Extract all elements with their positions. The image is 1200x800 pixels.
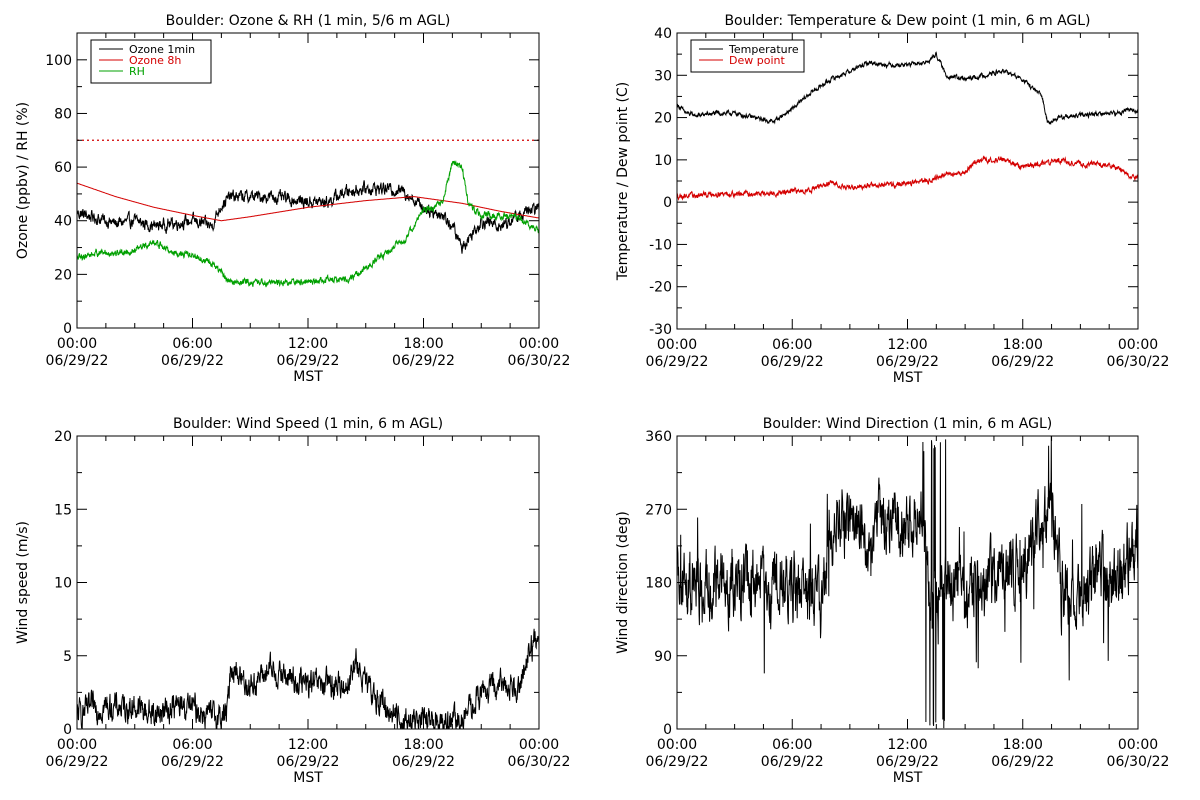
chart-windspeed: Boulder: Wind Speed (1 min, 6 m AGL) 0 5 10… <box>15 416 570 786</box>
x-tick-label-date: 06/29/22 <box>277 754 340 770</box>
series-line-dew-point <box>677 155 1138 202</box>
y-tick-label: 0 <box>63 321 72 337</box>
y-tick-label: 90 <box>654 649 672 665</box>
series-line-data <box>677 436 1138 729</box>
x-axis-label: MST <box>893 770 923 786</box>
x-tick-label-time: 18:00 <box>403 737 443 753</box>
x-tick-label-time: 00:00 <box>1118 337 1158 353</box>
y-tick-label: 0 <box>663 722 672 738</box>
legend-label: Ozone 8h <box>129 54 181 67</box>
chart-title: Boulder: Ozone & RH (1 min, 5/6 m AGL) <box>166 13 451 29</box>
y-tick-label: 30 <box>654 68 672 84</box>
y-tick-label: 40 <box>654 26 672 42</box>
x-tick-label-date: 06/29/22 <box>646 354 709 370</box>
x-tick-label-date: 06/29/22 <box>277 353 340 369</box>
y-tick-label: 20 <box>54 267 72 283</box>
y-tick-label: 5 <box>63 649 72 665</box>
x-tick-label-date: 06/29/22 <box>991 754 1054 770</box>
x-tick-label-time: 00:00 <box>57 737 97 753</box>
x-tick-label-time: 00:00 <box>57 336 97 352</box>
x-tick-label-time: 06:00 <box>772 337 812 353</box>
x-tick-label-date: 06/29/22 <box>876 754 939 770</box>
y-tick-label: 0 <box>63 722 72 738</box>
y-tick-label: 100 <box>45 53 72 69</box>
x-tick-label-date: 06/29/22 <box>392 353 455 369</box>
y-axis-label: Ozone (ppbv) / RH (%) <box>15 102 31 259</box>
x-tick-label-time: 00:00 <box>657 337 697 353</box>
y-tick-label: 270 <box>645 502 672 518</box>
x-tick-label-time: 00:00 <box>519 336 559 352</box>
x-axis-label: MST <box>893 370 923 386</box>
plot-frame <box>676 435 1139 730</box>
x-tick-label-date: 06/29/22 <box>646 754 709 770</box>
legend-label: RH <box>129 65 145 78</box>
x-tick-label-time: 06:00 <box>172 737 212 753</box>
x-tick-label-date: 06/29/22 <box>876 354 939 370</box>
x-tick-label-time: 06:00 <box>172 336 212 352</box>
y-tick-label: 360 <box>645 429 672 445</box>
x-tick-label-date: 06/29/22 <box>991 354 1054 370</box>
y-tick-label: 0 <box>663 195 672 211</box>
y-tick-label: -20 <box>649 280 672 296</box>
y-tick-label: 180 <box>645 576 672 592</box>
x-tick-label-time: 06:00 <box>772 737 812 753</box>
x-tick-label-time: 18:00 <box>1003 337 1043 353</box>
series-line-ozone-8h <box>77 182 539 222</box>
x-tick-label-date: 06/30/22 <box>508 754 571 770</box>
series-line-rh <box>77 160 539 288</box>
x-tick-label-time: 00:00 <box>519 737 559 753</box>
x-tick-label-time: 00:00 <box>657 737 697 753</box>
series-line-data <box>77 628 539 729</box>
x-tick-label-time: 18:00 <box>403 336 443 352</box>
y-tick-label: 15 <box>54 502 72 518</box>
y-tick-label: -30 <box>649 322 672 338</box>
x-tick-label-date: 06/29/22 <box>161 754 224 770</box>
y-tick-label: 10 <box>54 576 72 592</box>
y-tick-label: 40 <box>54 214 72 230</box>
x-tick-label-time: 12:00 <box>887 737 927 753</box>
x-tick-label-date: 06/29/22 <box>161 353 224 369</box>
x-tick-label-time: 12:00 <box>288 737 328 753</box>
chart-winddir: Boulder: Wind Direction (1 min, 6 m AGL)… <box>615 416 1169 786</box>
y-tick-label: 10 <box>654 153 672 169</box>
chart-title: Boulder: Wind Direction (1 min, 6 m AGL) <box>763 416 1052 432</box>
x-tick-label-date: 06/29/22 <box>46 754 109 770</box>
legend-label: Dew point <box>729 54 785 67</box>
y-tick-label: 80 <box>54 106 72 122</box>
x-tick-label-date: 06/29/22 <box>392 754 455 770</box>
y-axis-label: Temperature / Dew point (C) <box>615 82 631 281</box>
x-tick-label-time: 12:00 <box>288 336 328 352</box>
y-axis-label: Wind direction (deg) <box>615 511 631 654</box>
x-tick-label-date: 06/30/22 <box>508 353 571 369</box>
chart-ozone: Boulder: Ozone & RH (1 min, 5/6 m AGL) 0 2… <box>15 13 570 385</box>
x-tick-label-time: 12:00 <box>887 337 927 353</box>
x-tick-label-time: 00:00 <box>1118 737 1158 753</box>
x-tick-label-time: 18:00 <box>1003 737 1043 753</box>
chart-temperature: Boulder: Temperature & Dew point (1 min,… <box>615 13 1169 386</box>
x-tick-label-date: 06/29/22 <box>761 754 824 770</box>
legend-label: Temperature <box>728 43 799 56</box>
x-tick-label-date: 06/30/22 <box>1107 754 1170 770</box>
legend-label: Ozone 1min <box>129 43 195 56</box>
plot-frame <box>676 32 1139 330</box>
y-axis-label: Wind speed (m/s) <box>15 521 31 644</box>
y-tick-label: 20 <box>654 111 672 127</box>
y-tick-label: 60 <box>54 160 72 176</box>
series-line-temperature <box>677 51 1138 125</box>
y-tick-label: -10 <box>649 237 672 253</box>
x-tick-label-date: 06/29/22 <box>761 354 824 370</box>
x-axis-label: MST <box>293 770 323 786</box>
chart-title: Boulder: Wind Speed (1 min, 6 m AGL) <box>173 416 443 432</box>
x-tick-label-date: 06/29/22 <box>46 353 109 369</box>
chart-title: Boulder: Temperature & Dew point (1 min,… <box>724 13 1090 29</box>
x-axis-label: MST <box>293 369 323 385</box>
series-line-ozone-1min <box>77 180 539 254</box>
y-tick-label: 20 <box>54 429 72 445</box>
x-tick-label-date: 06/30/22 <box>1107 354 1170 370</box>
